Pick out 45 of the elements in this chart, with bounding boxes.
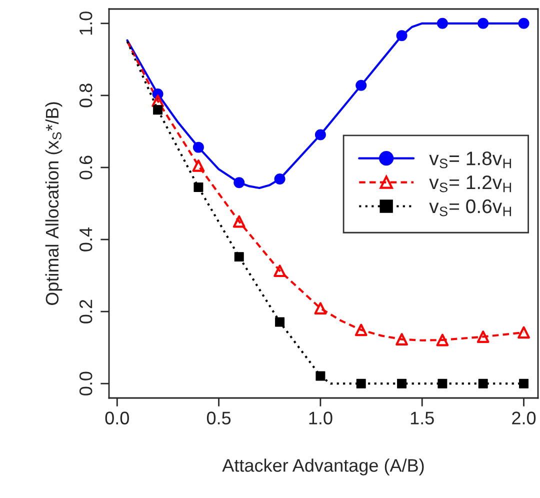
point xyxy=(234,252,244,262)
y-axis-title: Optimal Allocation (x$_{S}$*/B) xyxy=(45,102,62,306)
point xyxy=(518,18,530,29)
legend-label: v$_{S}$= 1.2v$_{H}$ xyxy=(429,175,512,192)
point xyxy=(192,159,205,172)
x-tick-label: 0.5 xyxy=(206,412,231,424)
y-tick-label: 0.8 xyxy=(79,84,92,108)
y-tick-label: 1.0 xyxy=(79,12,92,35)
point xyxy=(478,18,489,29)
x-tick-label: 1.5 xyxy=(410,412,434,424)
x-tick-label: 1.0 xyxy=(309,412,332,424)
point xyxy=(234,177,245,188)
point xyxy=(152,94,164,108)
point xyxy=(518,326,530,339)
y-tick-label: 0.0 xyxy=(79,372,92,396)
point xyxy=(436,334,449,346)
point xyxy=(396,30,408,42)
point xyxy=(153,105,163,115)
point xyxy=(194,182,204,192)
y-tick-label: 0.6 xyxy=(79,156,92,180)
point xyxy=(274,264,286,278)
point xyxy=(478,378,488,388)
point xyxy=(438,378,448,388)
x-axis-title: Attacker Advantage (A/B) xyxy=(222,458,424,476)
point xyxy=(314,302,327,315)
point xyxy=(232,215,246,228)
point xyxy=(274,174,286,185)
point xyxy=(314,129,326,140)
point xyxy=(354,324,368,336)
x-tick-label: 0.0 xyxy=(105,412,129,424)
point xyxy=(396,333,408,346)
legend-label: v$_{S}$= 1.8v$_{H}$ xyxy=(429,152,512,168)
point xyxy=(436,18,448,29)
point xyxy=(316,371,326,381)
point xyxy=(192,142,204,153)
y-tick-label: 0.4 xyxy=(79,227,92,252)
point xyxy=(356,80,367,91)
x-tick-label: 2.0 xyxy=(512,412,536,424)
point xyxy=(275,317,285,327)
point xyxy=(397,378,407,388)
point xyxy=(356,378,366,388)
point xyxy=(519,378,529,388)
y-tick-label: 0.2 xyxy=(79,300,92,324)
legend-label: v$_{S}$= 0.6v$_{H}$ xyxy=(429,199,512,216)
point xyxy=(476,330,490,343)
